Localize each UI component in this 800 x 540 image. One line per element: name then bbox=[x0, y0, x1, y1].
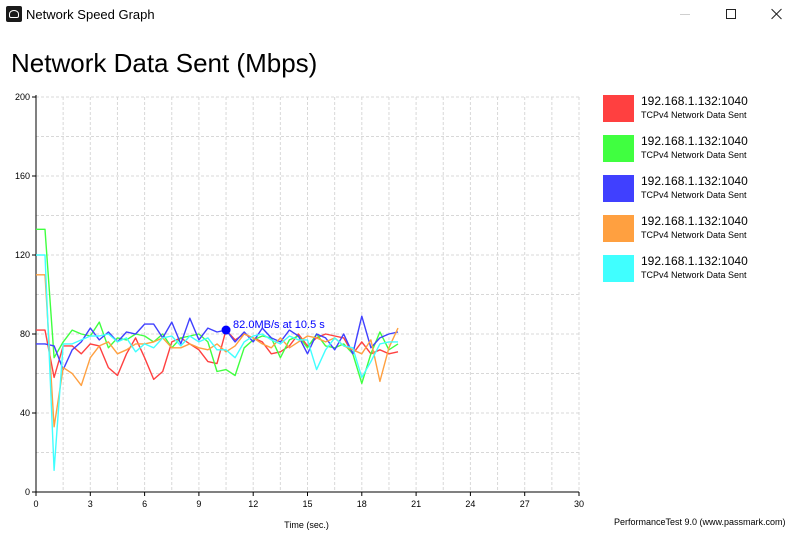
minimize-button[interactable] bbox=[662, 0, 708, 30]
series-line-1 bbox=[36, 329, 399, 381]
legend-sublabel: TCPv4 Network Data Sent bbox=[641, 150, 747, 160]
x-axis-title: Time (sec.) bbox=[284, 520, 329, 530]
legend-sublabel: TCPv4 Network Data Sent bbox=[641, 230, 747, 240]
minimize-icon bbox=[680, 14, 690, 15]
x-tick-label: 30 bbox=[574, 499, 584, 509]
chart-title: Network Data Sent (Mbps) bbox=[11, 48, 318, 78]
legend-sublabel: TCPv4 Network Data Sent bbox=[641, 110, 747, 120]
legend-sublabel: TCPv4 Network Data Sent bbox=[641, 270, 747, 280]
y-tick-label: 0 bbox=[25, 487, 30, 497]
series-line-5 bbox=[36, 254, 398, 471]
x-tick-label: 18 bbox=[357, 499, 367, 509]
legend-swatch bbox=[603, 175, 634, 202]
legend: 192.168.1.132:1040 TCPv4 Network Data Sen… bbox=[602, 94, 792, 294]
window-title: Network Speed Graph bbox=[26, 7, 155, 22]
title-bar[interactable]: Network Speed Graph bbox=[0, 0, 800, 30]
y-tick-label: 120 bbox=[15, 250, 30, 260]
legend-item[interactable]: 192.168.1.132:1040 TCPv4 Network Data Sen… bbox=[602, 174, 792, 214]
x-tick-label: 3 bbox=[88, 499, 93, 509]
app-icon bbox=[6, 6, 22, 22]
x-tick-label: 15 bbox=[302, 499, 312, 509]
legend-label: 192.168.1.132:1040 bbox=[641, 214, 748, 228]
x-tick-label: 0 bbox=[33, 499, 38, 509]
x-tick-label: 27 bbox=[520, 499, 530, 509]
maximize-icon bbox=[726, 9, 736, 19]
legend-swatch bbox=[603, 135, 634, 162]
legend-item[interactable]: 192.168.1.132:1040 TCPv4 Network Data Sen… bbox=[602, 94, 792, 134]
x-tick-label: 24 bbox=[465, 499, 475, 509]
y-tick-label: 160 bbox=[15, 171, 30, 181]
legend-label: 192.168.1.132:1040 bbox=[641, 254, 748, 268]
x-tick-label: 21 bbox=[411, 499, 421, 509]
legend-swatch bbox=[603, 255, 634, 282]
legend-label: 192.168.1.132:1040 bbox=[641, 174, 748, 188]
y-tick-label: 80 bbox=[20, 329, 30, 339]
legend-item[interactable]: 192.168.1.132:1040 TCPv4 Network Data Sen… bbox=[602, 254, 792, 294]
legend-label: 192.168.1.132:1040 bbox=[641, 94, 748, 108]
legend-item[interactable]: 192.168.1.132:1040 TCPv4 Network Data Sen… bbox=[602, 134, 792, 174]
y-tick-label: 200 bbox=[15, 92, 30, 102]
legend-sublabel: TCPv4 Network Data Sent bbox=[641, 190, 747, 200]
series-line-2 bbox=[36, 228, 399, 385]
x-tick-label: 6 bbox=[142, 499, 147, 509]
legend-label: 192.168.1.132:1040 bbox=[641, 134, 748, 148]
x-tick-label: 9 bbox=[196, 499, 201, 509]
annotation-marker bbox=[221, 325, 231, 335]
maximize-button[interactable] bbox=[708, 0, 754, 30]
legend-swatch bbox=[603, 95, 634, 122]
legend-swatch bbox=[603, 215, 634, 242]
annotation-label: 82.0MB/s at 10.5 s bbox=[233, 319, 325, 331]
legend-item[interactable]: 192.168.1.132:1040 TCPv4 Network Data Sen… bbox=[602, 214, 792, 254]
footer-credit: PerformanceTest 9.0 (www.passmark.com) bbox=[614, 517, 786, 527]
x-tick-label: 12 bbox=[248, 499, 258, 509]
y-tick-label: 40 bbox=[20, 408, 30, 418]
